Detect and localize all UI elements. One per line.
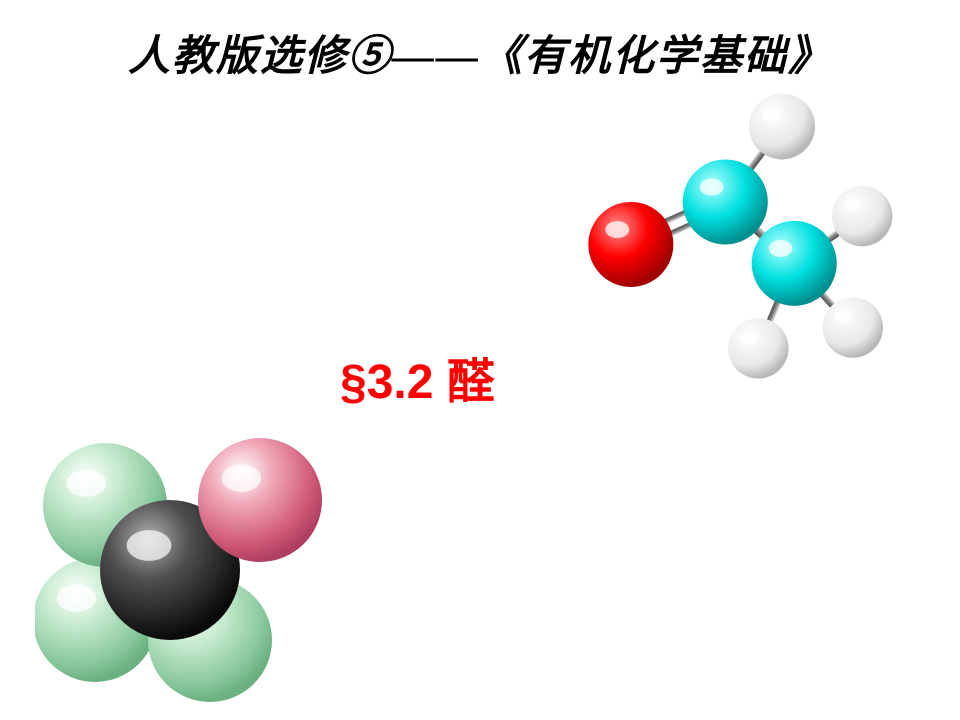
page-title: 人教版选修⑤——《有机化学基础》: [0, 22, 960, 83]
molecule-ball-stick: [560, 90, 900, 380]
section-heading: §3.2 醛: [340, 342, 495, 412]
molecule-space-filling: [35, 415, 365, 705]
